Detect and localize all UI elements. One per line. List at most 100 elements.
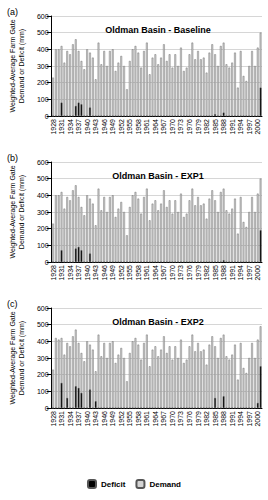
svg-text:1997: 1997 <box>246 411 253 427</box>
svg-text:1940: 1940 <box>84 119 91 135</box>
svg-text:1979: 1979 <box>195 265 202 281</box>
svg-text:(b): (b) <box>7 153 18 163</box>
svg-text:1949: 1949 <box>109 265 116 281</box>
svg-text:1958: 1958 <box>135 265 142 281</box>
svg-text:1991: 1991 <box>229 411 236 427</box>
svg-text:Demand or Deficit (mm): Demand or Deficit (mm) <box>18 29 26 103</box>
svg-text:1931: 1931 <box>58 265 65 281</box>
svg-text:1961: 1961 <box>143 411 150 427</box>
svg-text:1964: 1964 <box>152 119 159 135</box>
svg-text:Weighted-Average Farm Gate: Weighted-Average Farm Gate <box>9 19 17 112</box>
svg-text:1937: 1937 <box>75 411 82 427</box>
svg-text:1988: 1988 <box>220 265 227 281</box>
svg-text:1982: 1982 <box>203 265 210 281</box>
svg-text:1958: 1958 <box>135 411 142 427</box>
svg-text:1937: 1937 <box>75 119 82 135</box>
svg-text:1979: 1979 <box>195 119 202 135</box>
svg-text:1958: 1958 <box>135 119 142 135</box>
svg-text:1928: 1928 <box>50 265 57 281</box>
svg-text:1943: 1943 <box>92 119 99 135</box>
svg-text:2000: 2000 <box>254 265 261 281</box>
svg-text:1985: 1985 <box>212 119 219 135</box>
svg-text:1988: 1988 <box>220 119 227 135</box>
svg-text:1943: 1943 <box>92 411 99 427</box>
svg-text:200: 200 <box>37 371 49 378</box>
svg-text:Weighted-Average Farm Gate: Weighted-Average Farm Gate <box>9 311 17 404</box>
svg-text:2000: 2000 <box>254 119 261 135</box>
svg-text:1985: 1985 <box>212 411 219 427</box>
svg-text:1967: 1967 <box>160 265 167 281</box>
svg-text:1991: 1991 <box>229 119 236 135</box>
svg-text:Demand or Deficit (mm): Demand or Deficit (mm) <box>18 175 26 249</box>
svg-text:1970: 1970 <box>169 119 176 135</box>
svg-text:1946: 1946 <box>101 265 108 281</box>
svg-text:300: 300 <box>37 209 49 216</box>
svg-text:1985: 1985 <box>212 265 219 281</box>
svg-text:1934: 1934 <box>67 411 74 427</box>
svg-text:1994: 1994 <box>237 411 244 427</box>
svg-text:1955: 1955 <box>126 265 133 281</box>
svg-text:1967: 1967 <box>160 411 167 427</box>
svg-text:Weighted-Average Farm Gate: Weighted-Average Farm Gate <box>9 165 17 258</box>
svg-text:200: 200 <box>37 79 49 86</box>
svg-text:1943: 1943 <box>92 265 99 281</box>
svg-text:1997: 1997 <box>246 119 253 135</box>
svg-text:500: 500 <box>37 29 49 36</box>
svg-text:1928: 1928 <box>50 119 57 135</box>
svg-text:100: 100 <box>37 96 49 103</box>
svg-text:0: 0 <box>45 113 49 120</box>
svg-text:1973: 1973 <box>177 265 184 281</box>
svg-text:Deficit: Deficit <box>101 480 126 489</box>
svg-text:300: 300 <box>37 63 49 70</box>
svg-text:1937: 1937 <box>75 265 82 281</box>
svg-text:(a): (a) <box>7 7 18 17</box>
svg-text:100: 100 <box>37 242 49 249</box>
svg-text:1976: 1976 <box>186 411 193 427</box>
svg-text:(c): (c) <box>7 299 18 309</box>
svg-text:600: 600 <box>37 305 49 312</box>
svg-text:1982: 1982 <box>203 119 210 135</box>
svg-text:1994: 1994 <box>237 265 244 281</box>
svg-text:Oldman Basin - Baseline: Oldman Basin - Baseline <box>105 25 211 35</box>
svg-text:400: 400 <box>37 46 49 53</box>
svg-text:1976: 1976 <box>186 119 193 135</box>
svg-text:1964: 1964 <box>152 411 159 427</box>
svg-text:Demand: Demand <box>149 480 181 489</box>
svg-text:2000: 2000 <box>254 411 261 427</box>
svg-text:100: 100 <box>37 388 49 395</box>
svg-text:1967: 1967 <box>160 119 167 135</box>
svg-text:1973: 1973 <box>177 119 184 135</box>
svg-text:300: 300 <box>37 355 49 362</box>
svg-text:1961: 1961 <box>143 119 150 135</box>
svg-text:600: 600 <box>37 159 49 166</box>
svg-text:500: 500 <box>37 175 49 182</box>
svg-text:1934: 1934 <box>67 119 74 135</box>
svg-text:1964: 1964 <box>152 265 159 281</box>
svg-text:1940: 1940 <box>84 411 91 427</box>
svg-text:1982: 1982 <box>203 411 210 427</box>
svg-text:1931: 1931 <box>58 411 65 427</box>
svg-text:1973: 1973 <box>177 411 184 427</box>
svg-text:600: 600 <box>37 13 49 20</box>
svg-text:1961: 1961 <box>143 265 150 281</box>
svg-text:1952: 1952 <box>118 119 125 135</box>
svg-text:1946: 1946 <box>101 411 108 427</box>
svg-text:1970: 1970 <box>169 411 176 427</box>
svg-text:Oldman Basin - EXP2: Oldman Basin - EXP2 <box>112 317 204 327</box>
svg-text:1976: 1976 <box>186 265 193 281</box>
svg-text:1934: 1934 <box>67 265 74 281</box>
svg-text:1952: 1952 <box>118 265 125 281</box>
svg-text:1970: 1970 <box>169 265 176 281</box>
svg-text:1955: 1955 <box>126 119 133 135</box>
svg-text:500: 500 <box>37 321 49 328</box>
svg-text:1997: 1997 <box>246 265 253 281</box>
svg-text:1949: 1949 <box>109 119 116 135</box>
svg-text:1931: 1931 <box>58 119 65 135</box>
svg-text:1952: 1952 <box>118 411 125 427</box>
svg-text:1928: 1928 <box>50 411 57 427</box>
svg-text:1991: 1991 <box>229 265 236 281</box>
svg-text:Demand or Deficit (mm): Demand or Deficit (mm) <box>18 321 26 395</box>
svg-text:1988: 1988 <box>220 411 227 427</box>
svg-text:Oldman Basin - EXP1: Oldman Basin - EXP1 <box>112 171 204 181</box>
svg-text:1955: 1955 <box>126 411 133 427</box>
